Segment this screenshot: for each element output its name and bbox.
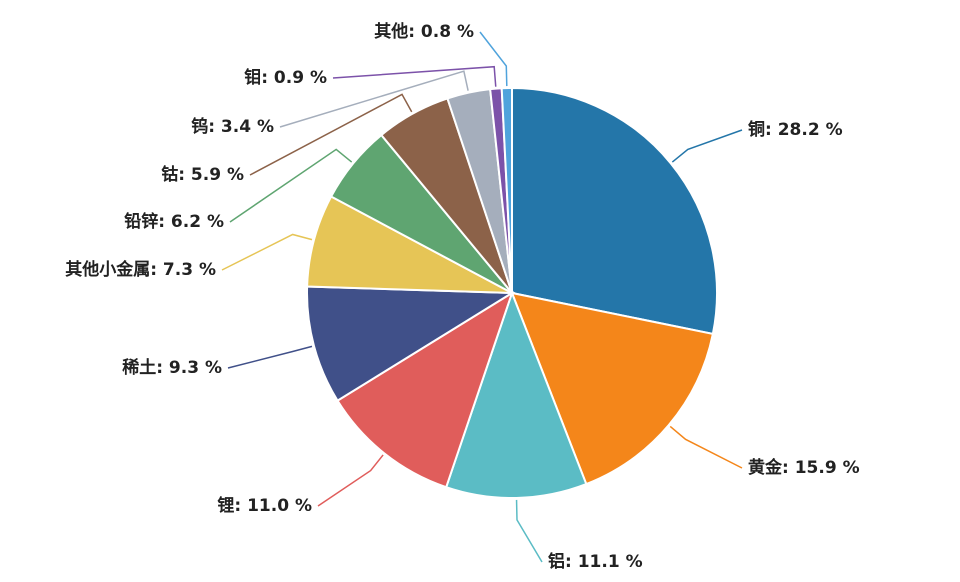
- data-label: 其他小金属: 7.3 %: [65, 259, 216, 280]
- data-label: 稀土: 9.3 %: [122, 357, 222, 378]
- data-label: 铜: 28.2 %: [748, 119, 843, 140]
- leader-line: [249, 93, 413, 176]
- pie-slice: [500, 86, 513, 294]
- data-label: 钴: 5.9 %: [161, 164, 244, 185]
- data-label: 黄金: 15.9 %: [748, 457, 860, 478]
- data-label: 锂: 11.0 %: [217, 495, 312, 516]
- data-label: 钼: 0.9 %: [244, 67, 327, 88]
- leader-line: [479, 31, 508, 87]
- pie-slice: [336, 290, 514, 489]
- leader-line: [669, 425, 743, 469]
- pie-slice: [306, 285, 516, 403]
- leader-line: [671, 129, 743, 163]
- leader-line: [317, 454, 384, 507]
- pie-slice: [510, 291, 715, 486]
- pie-slice: [511, 86, 718, 336]
- leader-line: [221, 233, 313, 271]
- data-label: 铝: 11.1 %: [548, 551, 643, 572]
- pie-slice: [444, 290, 588, 499]
- data-label: 钨: 3.4 %: [191, 116, 274, 137]
- leader-line: [279, 70, 469, 128]
- leader-line: [332, 65, 497, 87]
- leader-line: [515, 499, 543, 563]
- leader-line: [227, 345, 313, 369]
- data-label: 其他: 0.8 %: [374, 21, 474, 42]
- data-label: 铅锌: 6.2 %: [124, 211, 224, 232]
- leader-line: [229, 148, 353, 223]
